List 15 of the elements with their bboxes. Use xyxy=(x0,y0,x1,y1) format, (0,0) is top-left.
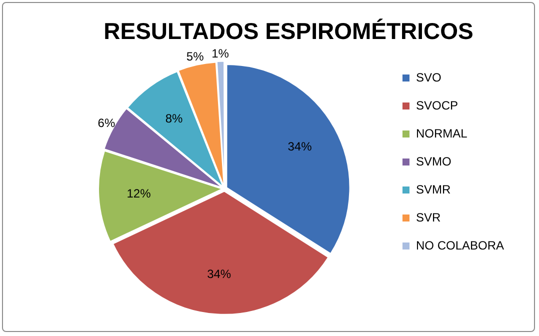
legend-label: SVO xyxy=(416,70,442,84)
data-label: 34% xyxy=(288,140,312,154)
data-label: 1% xyxy=(212,46,230,60)
legend-label: NORMAL xyxy=(416,126,468,140)
data-label: 6% xyxy=(98,116,116,130)
chart-title: RESULTADOS ESPIROMÉTRICOS xyxy=(104,18,474,44)
data-label: 5% xyxy=(186,50,204,64)
data-label: 34% xyxy=(207,266,232,281)
legend-label: NO COLABORA xyxy=(416,238,504,252)
data-label: 12% xyxy=(126,186,152,201)
legend-label: SVOCP xyxy=(416,98,458,112)
legend-label: SVMO xyxy=(416,154,452,168)
data-label: 8% xyxy=(165,112,184,126)
legend-label: SVR xyxy=(416,210,441,224)
legend-label: SVMR xyxy=(416,182,451,196)
